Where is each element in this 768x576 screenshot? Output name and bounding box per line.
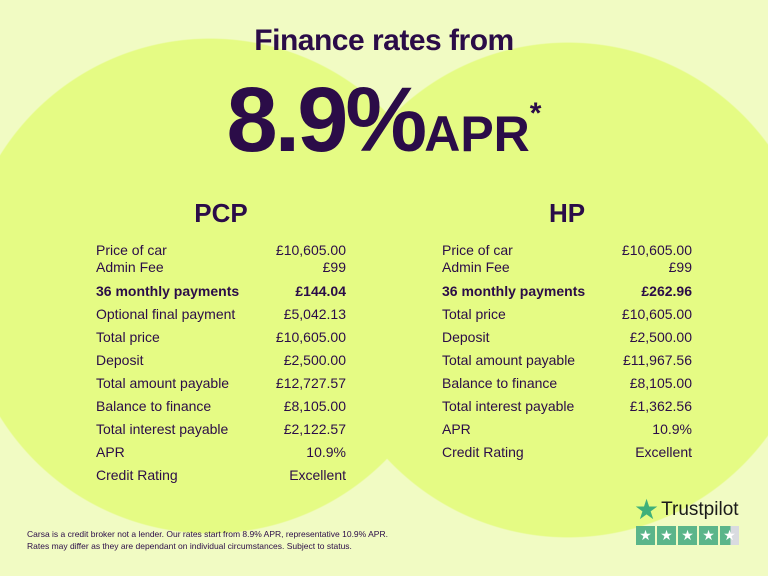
- row-label: Deposit: [442, 329, 490, 345]
- row-label: 36 monthly payments: [96, 283, 240, 299]
- trustpilot-name: Trustpilot: [661, 499, 739, 520]
- hp-row: Total interest payable £1,362.56: [442, 395, 692, 418]
- disclaimer: Carsa is a credit broker not a lender. O…: [27, 528, 388, 552]
- pcp-row: Admin Fee £99: [96, 259, 346, 276]
- row-label: Total interest payable: [96, 421, 229, 437]
- row-value: £144.04: [295, 283, 346, 299]
- hp-row: Total price £10,605.00: [442, 303, 692, 326]
- pcp-row: Total interest payable £2,122.57: [96, 418, 346, 441]
- rating-star-icon: ★: [636, 526, 655, 545]
- hp-row: 36 monthly payments £262.96: [442, 280, 692, 303]
- pcp-rows: Price of car £10,605.00 Admin Fee £99 36 mon…: [96, 242, 346, 487]
- row-label: Balance to finance: [96, 398, 212, 414]
- row-value: £10,605.00: [275, 329, 346, 345]
- hp-row: Price of car £10,605.00: [442, 242, 692, 259]
- row-value: £10,605.00: [621, 242, 692, 258]
- row-label: Credit Rating: [96, 467, 178, 483]
- pcp-row: APR 10.9%: [96, 441, 346, 464]
- row-value: £8,105.00: [629, 375, 692, 391]
- rate-unit: APR: [424, 106, 530, 162]
- pcp-panel: PCP Price of car £10,605.00 Admin Fee £99 36…: [96, 198, 346, 487]
- headline: Finance rates from: [254, 24, 514, 57]
- pcp-row: Deposit £2,500.00: [96, 349, 346, 372]
- hp-row: Credit Rating Excellent: [442, 441, 692, 464]
- rate-display: 8.9%APR*: [0, 68, 768, 173]
- row-label: Total price: [96, 329, 160, 345]
- pcp-row: Optional final payment £5,042.13: [96, 303, 346, 326]
- row-label: Total amount payable: [442, 352, 576, 368]
- row-value: £10,605.00: [621, 306, 692, 322]
- pcp-row: 36 monthly payments £144.04: [96, 280, 346, 303]
- row-value: £8,105.00: [283, 398, 346, 414]
- rating-star-icon: ★: [678, 526, 697, 545]
- row-label: Deposit: [96, 352, 144, 368]
- row-value: £1,362.56: [629, 398, 692, 414]
- trustpilot-star-icon: ★: [634, 494, 660, 525]
- row-label: APR: [96, 444, 125, 460]
- hp-rows: Price of car £10,605.00 Admin Fee £99 36 mon…: [442, 242, 692, 464]
- pcp-row: Credit Rating Excellent: [96, 464, 346, 487]
- hp-row: Balance to finance £8,105.00: [442, 372, 692, 395]
- rate-asterisk: *: [529, 97, 542, 130]
- hp-row: Total amount payable £11,967.56: [442, 349, 692, 372]
- row-label: Admin Fee: [442, 259, 510, 275]
- disclaimer-line-2: Rates may differ as they are dependant o…: [27, 541, 352, 551]
- row-value: £2,500.00: [283, 352, 346, 368]
- row-value: £99: [668, 259, 692, 275]
- row-value: Excellent: [635, 444, 692, 460]
- rating-star-icon: ★: [657, 526, 676, 545]
- pcp-row: Total price £10,605.00: [96, 326, 346, 349]
- row-value: £11,967.56: [622, 352, 692, 368]
- rating-star-icon: ★: [720, 526, 739, 545]
- row-label: Total amount payable: [96, 375, 230, 391]
- pcp-row: Total amount payable £12,727.57: [96, 372, 346, 395]
- row-label: Balance to finance: [442, 375, 558, 391]
- row-value: Excellent: [289, 467, 346, 483]
- row-value: 10.9%: [306, 444, 346, 460]
- row-value: £2,500.00: [629, 329, 692, 345]
- row-label: 36 monthly payments: [442, 283, 586, 299]
- hp-row: APR 10.9%: [442, 418, 692, 441]
- row-value: £5,042.13: [283, 306, 346, 322]
- rating-star-icon: ★: [699, 526, 718, 545]
- hp-row: Admin Fee £99: [442, 259, 692, 276]
- rate-value: 8.9%: [226, 69, 428, 171]
- hp-row: Deposit £2,500.00: [442, 326, 692, 349]
- pcp-row: Balance to finance £8,105.00: [96, 395, 346, 418]
- row-label: Price of car: [442, 242, 513, 258]
- hp-panel: HP Price of car £10,605.00 Admin Fee £99 36 …: [442, 198, 692, 464]
- row-value: 10.9%: [652, 421, 692, 437]
- row-label: Admin Fee: [96, 259, 164, 275]
- trustpilot-badge[interactable]: ★ Trustpilot ★ ★ ★ ★ ★: [634, 494, 739, 545]
- row-label: Credit Rating: [442, 444, 524, 460]
- row-label: Total price: [442, 306, 506, 322]
- row-label: Price of car: [96, 242, 167, 258]
- pcp-title: PCP: [194, 198, 248, 228]
- disclaimer-line-1: Carsa is a credit broker not a lender. O…: [27, 529, 388, 539]
- row-value: £12,727.57: [275, 375, 346, 391]
- row-value: £2,122.57: [283, 421, 346, 437]
- row-label: APR: [442, 421, 471, 437]
- trustpilot-rating: ★ ★ ★ ★ ★: [636, 526, 739, 545]
- row-value: £262.96: [641, 283, 692, 299]
- row-label: Total interest payable: [442, 398, 575, 414]
- row-value: £10,605.00: [275, 242, 346, 258]
- pcp-row: Price of car £10,605.00: [96, 242, 346, 259]
- row-label: Optional final payment: [96, 306, 236, 322]
- hp-title: HP: [548, 198, 586, 228]
- row-value: £99: [322, 259, 346, 275]
